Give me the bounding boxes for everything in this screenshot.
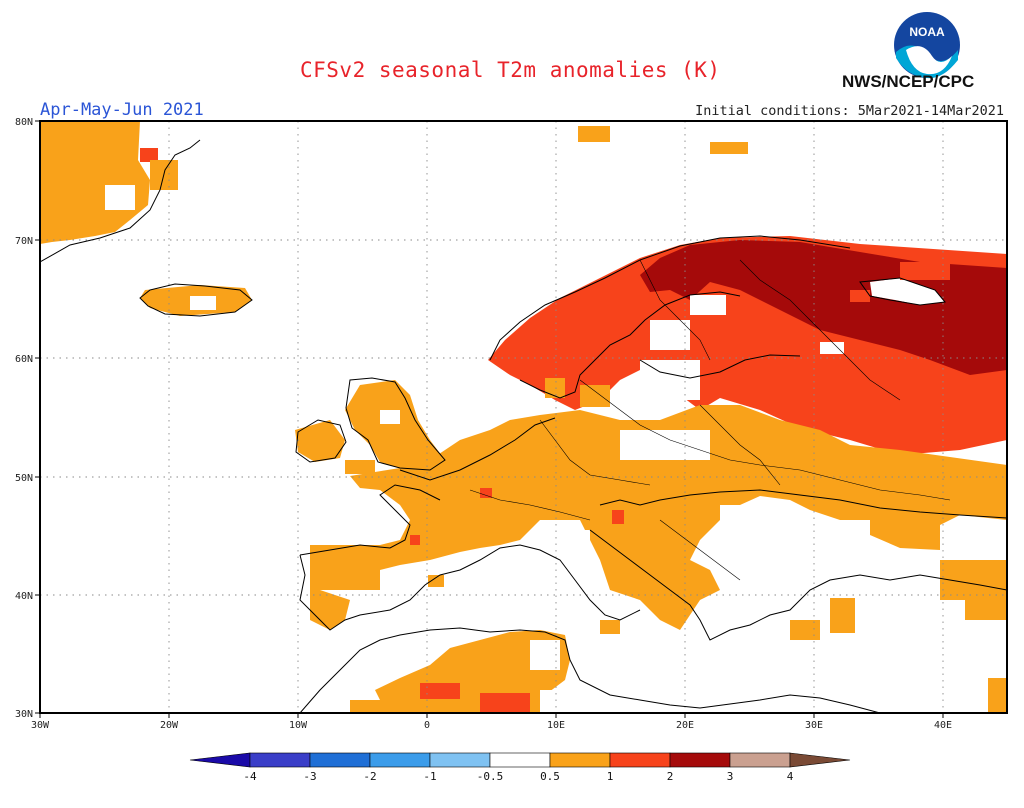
svalbard-anomaly xyxy=(578,126,748,154)
lat-label: 80N xyxy=(15,117,33,128)
colorbar-segment xyxy=(429,752,491,768)
colorbar-segment xyxy=(729,752,791,768)
colorbar-segment xyxy=(249,752,311,768)
russia-strong-anomaly xyxy=(640,240,1007,375)
colorbar-segment xyxy=(549,752,611,768)
scandinavia-neutral xyxy=(545,295,726,407)
north-africa-anomaly xyxy=(350,630,580,713)
colorbar-label: -0.5 xyxy=(477,770,504,783)
colorbar-label: -4 xyxy=(243,770,257,783)
coastlines xyxy=(40,139,1007,713)
colorbar-label: 4 xyxy=(787,770,794,783)
iberia-neutral xyxy=(310,545,500,628)
colorbar-label: -3 xyxy=(303,770,316,783)
initial-conditions: Initial conditions: 5Mar2021-14Mar2021 xyxy=(695,103,1004,119)
logo-text: NOAA xyxy=(909,25,945,39)
axis-ticks xyxy=(35,120,944,718)
lon-label: 20E xyxy=(676,720,694,731)
lon-label: 0 xyxy=(424,720,430,731)
colorbar-label: 3 xyxy=(727,770,734,783)
colorbar-label: -1 xyxy=(423,770,436,783)
europe-neutral xyxy=(520,430,870,600)
colorbar-label: -2 xyxy=(363,770,376,783)
lat-label: 30N xyxy=(15,709,33,720)
lat-label: 40N xyxy=(15,591,33,602)
lat-label: 70N xyxy=(15,236,33,247)
colorbar-legend: -4 -3 -2 -1 -0.5 0.5 1 2 3 4 xyxy=(189,752,851,783)
iceland-anomaly xyxy=(140,285,252,316)
red-spots xyxy=(410,422,955,545)
colorbar-arrow-low xyxy=(189,752,251,768)
colorbar-labels: -4 -3 -2 -1 -0.5 0.5 1 2 3 4 xyxy=(243,770,793,783)
europe-anomaly xyxy=(310,405,1007,630)
colorbar-arrow-high xyxy=(789,752,851,768)
lat-label: 50N xyxy=(15,473,33,484)
colorbar-label: 1 xyxy=(607,770,614,783)
map-title: CFSv2 seasonal T2m anomalies (K) xyxy=(300,58,721,82)
colorbar-segment xyxy=(609,752,671,768)
colorbar-segment xyxy=(669,752,731,768)
colorbar-segment xyxy=(369,752,431,768)
graticule xyxy=(40,121,1007,713)
anomaly-map: 30W 20W 10W 0 10E 20E 30E 40E 30N 40N 50… xyxy=(15,117,1008,731)
colorbar-segment xyxy=(489,752,551,768)
lon-label: 20W xyxy=(160,720,179,731)
colorbar-label: 0.5 xyxy=(540,770,560,783)
agency-label: NWS/NCEP/CPC xyxy=(842,72,975,91)
noaa-logo: NOAA xyxy=(892,10,962,84)
colorbar-segments xyxy=(189,752,851,768)
uk-anomaly xyxy=(295,380,445,474)
colorbar-label: 2 xyxy=(667,770,674,783)
lon-label: 40E xyxy=(934,720,952,731)
lon-label: 10E xyxy=(547,720,565,731)
colorbar-segment xyxy=(309,752,371,768)
lat-label: 60N xyxy=(15,354,33,365)
lon-label: 30W xyxy=(31,720,50,731)
forecast-period: Apr-May-Jun 2021 xyxy=(40,100,204,120)
lon-label: 30E xyxy=(805,720,823,731)
borders xyxy=(469,259,951,581)
lon-label: 10W xyxy=(289,720,308,731)
map-frame xyxy=(39,120,1008,714)
